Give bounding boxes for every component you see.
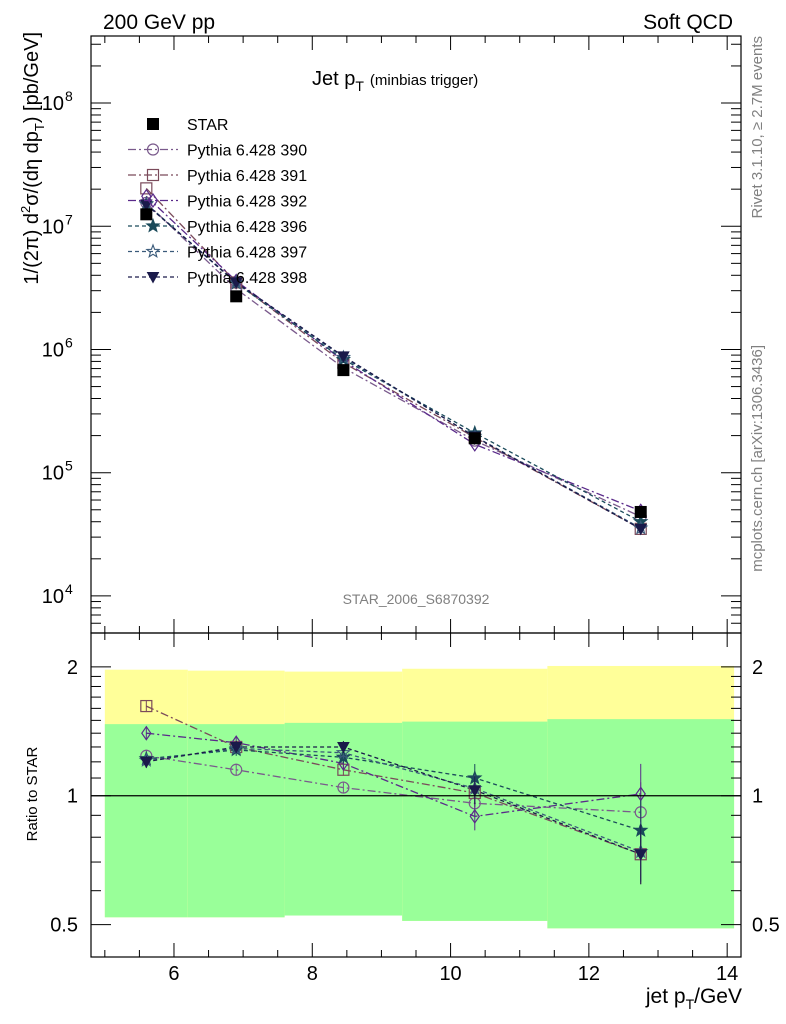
ratio-point-s0-2 [337, 781, 350, 794]
ratio-y-tick-label-0.5: 0.5 [50, 915, 78, 937]
chart-title: Jet pT (minbias trigger) [312, 68, 478, 94]
star-data-point-3 [468, 432, 481, 445]
ratio-y-tick-label-2: 2 [67, 657, 78, 679]
legend-marker-4 [145, 243, 161, 259]
legend-label-1: Pythia 6.428 391 [187, 168, 307, 185]
ratio-point-s2-0 [141, 725, 152, 741]
x-tick-label-14: 14 [716, 963, 738, 985]
ratio-point-s2-3 [469, 808, 481, 824]
x-tick-label-8: 8 [307, 963, 318, 985]
ratio-point-s0-1 [230, 763, 243, 776]
top-series-line-5 [145, 204, 642, 530]
x-tick-label-6: 6 [168, 963, 179, 985]
ratio-y-tick-label-right-1: 1 [752, 786, 763, 808]
rivet-label: Rivet 3.1.10, ≥ 2.7M events [749, 36, 766, 219]
star-data-point-4 [634, 505, 647, 518]
star-data-point-1 [230, 290, 243, 303]
ratio-point-s1-0 [140, 699, 153, 713]
legend-marker-0 [146, 143, 160, 156]
top-y-tick-label-6: 106 [42, 334, 73, 361]
y-axis-label-bottom: Ratio to STAR [24, 746, 41, 841]
legend-marker-1 [146, 168, 160, 182]
header-right: Soft QCD [643, 11, 733, 34]
legend-marker-star [147, 118, 159, 130]
green-band-1 [187, 724, 285, 918]
ratio-point-s5-3 [468, 785, 482, 797]
mcplots-label: mcplots.cern.ch [arXiv:1306.3436] [749, 345, 766, 572]
top-series-lines [145, 187, 642, 530]
ratio-point-s5-1 [229, 741, 243, 754]
star-data-point-2 [337, 364, 350, 377]
legend-label-3: Pythia 6.428 396 [187, 219, 307, 236]
top-y-tick-label-4: 104 [42, 581, 73, 608]
star-data-point-0 [140, 208, 153, 221]
x-axis-label: jet pT/GeV [645, 985, 742, 1012]
header-left: 200 GeV pp [103, 11, 215, 34]
ratio-point-s5-4 [634, 849, 648, 861]
top-series-line-2 [145, 195, 641, 512]
top-series-line-1 [145, 187, 642, 530]
legend-label-5: Pythia 6.428 398 [187, 270, 307, 287]
ratio-y-tick-label-1: 1 [67, 786, 78, 808]
ratio-point-s5-2 [337, 741, 350, 754]
top-y-tick-label-8: 108 [42, 88, 73, 115]
x-tick-label-12: 12 [578, 963, 600, 985]
legend-label-0: Pythia 6.428 390 [187, 143, 307, 160]
ratio-y-tick-label-right-2: 2 [752, 657, 763, 679]
x-tick-label-10: 10 [439, 963, 461, 985]
y-axis-label-top: 1/(2π) d2σ/(dη dpT) [pb/GeV] [18, 32, 47, 285]
legend-label-star: STAR [187, 117, 228, 134]
legend-marker-2 [147, 192, 159, 209]
top-y-tick-label-5: 105 [42, 458, 73, 485]
legend-label-4: Pythia 6.428 397 [187, 245, 307, 262]
ratio-y-tick-label-right-0.5: 0.5 [752, 915, 780, 937]
ratio-point-s5-0 [139, 756, 153, 769]
top-y-tick-label-7: 107 [42, 211, 73, 238]
analysis-id: STAR_2006_S6870392 [343, 591, 490, 607]
top-point-s5-2 [337, 351, 350, 363]
top-point-s5-4 [634, 523, 648, 536]
legend-label-2: Pythia 6.428 392 [187, 194, 307, 211]
legend: STAR Pythia 6.428 390 Pythia 6.428 391 Pyth… [128, 117, 307, 287]
legend-marker-5 [146, 272, 160, 284]
ratio-point-s4-2 [335, 744, 352, 760]
legend-marker-3 [145, 217, 161, 233]
top-point-s1-0 [140, 182, 153, 195]
top-point-s5-1 [229, 277, 243, 289]
